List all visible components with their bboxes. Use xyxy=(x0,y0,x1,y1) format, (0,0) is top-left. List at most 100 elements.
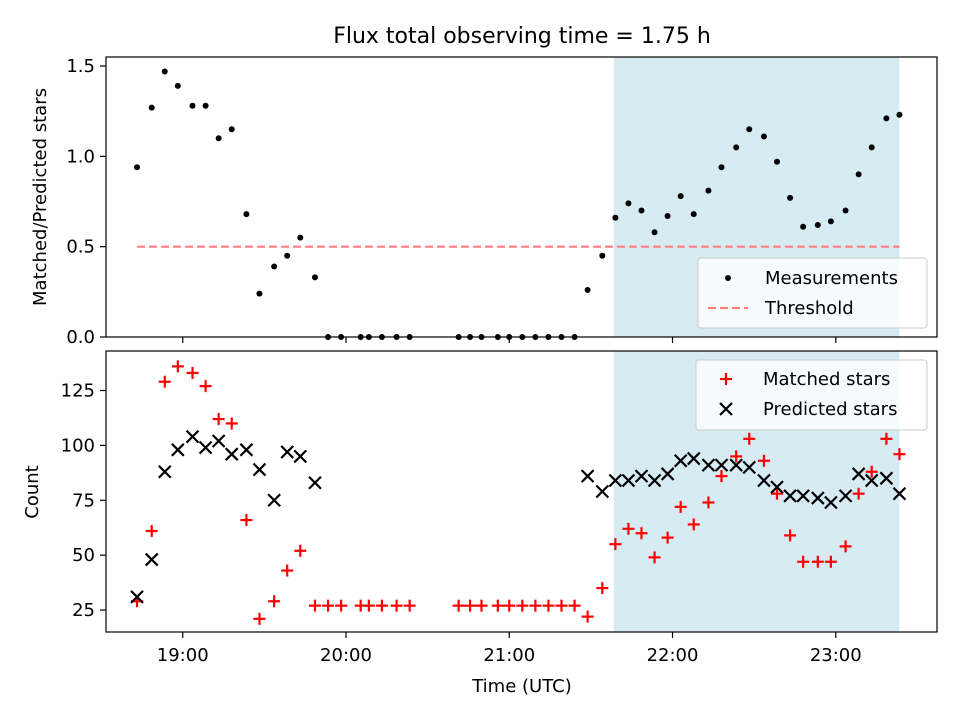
predicted-star-stroke xyxy=(824,495,838,510)
matched-star-point xyxy=(240,514,253,527)
measurement-point xyxy=(842,207,849,214)
bottom-legend-box xyxy=(695,359,928,431)
matched-star-point xyxy=(362,599,375,612)
bottom-y-tick-label: 50 xyxy=(72,545,95,566)
bottom-legend: Matched stars Predicted stars xyxy=(695,359,928,431)
predicted-star-point xyxy=(892,486,907,501)
matched-star-point xyxy=(596,582,609,595)
measurement-point xyxy=(161,68,168,75)
predicted-star-stroke xyxy=(673,453,688,468)
top-legend-box xyxy=(697,257,928,329)
matched-star-point xyxy=(186,366,199,379)
predicted-star-point xyxy=(714,458,729,472)
measurement-point xyxy=(284,252,291,259)
matched-star-point xyxy=(268,595,281,608)
matched-star-point xyxy=(824,555,837,568)
predicted-star-point xyxy=(783,489,797,503)
predicted-star-stroke xyxy=(157,464,172,479)
top-y-tick-label: 1.0 xyxy=(66,146,95,167)
measurements-legend-marker xyxy=(725,275,731,281)
matched-star-point xyxy=(322,599,335,612)
matched-star-point xyxy=(811,555,824,568)
measurement-point xyxy=(202,102,209,109)
predicted-star-stroke xyxy=(770,480,784,494)
predicted-star-stroke xyxy=(701,458,716,472)
predicted-star-stroke xyxy=(185,429,200,444)
matched-star-point xyxy=(865,465,878,478)
measurement-point xyxy=(189,102,196,109)
measurement-point xyxy=(584,287,591,294)
predicted-star-stroke xyxy=(293,449,308,464)
measurement-point xyxy=(271,263,278,270)
matched-star-point xyxy=(199,380,212,393)
predicted-star-stroke xyxy=(171,443,185,457)
predicted-star-point xyxy=(757,473,771,488)
measurement-point xyxy=(599,252,606,259)
measurement-point xyxy=(733,144,740,151)
predicted-star-stroke xyxy=(796,489,810,503)
predicted-star-stroke xyxy=(879,471,894,486)
predicted-star-point xyxy=(811,491,825,505)
matched-star-point xyxy=(475,599,488,612)
measurement-point xyxy=(243,211,250,218)
top-y-tick-label: 0.5 xyxy=(66,237,95,258)
measurement-point xyxy=(690,211,697,218)
measurement-point xyxy=(256,290,263,297)
matched-star-point xyxy=(609,538,622,551)
matched-star-point xyxy=(503,599,516,612)
matched-star-point xyxy=(674,500,687,513)
measurement-point xyxy=(705,187,712,194)
predicted-star-point xyxy=(851,467,866,481)
measurement-point xyxy=(855,171,862,178)
predicted-stars-legend-label: Predicted stars xyxy=(763,399,897,420)
measurement-point xyxy=(814,222,821,228)
predicted-star-point xyxy=(308,475,322,490)
matched-star-point xyxy=(797,555,810,568)
threshold-legend-label: Threshold xyxy=(764,298,854,319)
predicted-star-point xyxy=(729,458,743,472)
predicted-star-point xyxy=(239,443,254,457)
predicted-star-point xyxy=(130,590,144,604)
bottom-y-tick-label: 100 xyxy=(61,435,95,456)
predicted-star-stroke xyxy=(595,484,610,499)
matched-star-point xyxy=(375,599,388,612)
predicted-star-point xyxy=(879,471,894,486)
predicted-star-stroke xyxy=(308,475,322,490)
top-y-tick-label: 1.5 xyxy=(66,56,95,77)
measurement-point xyxy=(896,111,903,118)
predicted-star-stroke xyxy=(729,458,743,472)
bottom-axes-frame xyxy=(105,350,938,633)
matched-star-point xyxy=(212,413,225,426)
predicted-star-point xyxy=(252,462,267,477)
matched-star-point xyxy=(661,531,674,544)
predicted-star-point xyxy=(185,429,200,444)
x-tick-label: 19:00 xyxy=(157,645,209,666)
x-tick-label: 23:00 xyxy=(810,645,862,666)
matched-star-point xyxy=(225,417,238,430)
top-y-axis-label: Matched/Predicted stars xyxy=(30,88,51,306)
predicted-star-stroke xyxy=(280,445,294,459)
matched-star-point xyxy=(491,599,504,612)
measurement-point xyxy=(148,104,155,111)
predicted-star-point xyxy=(660,467,675,481)
predicted-star-stroke xyxy=(130,590,144,604)
x-tick-label: 21:00 xyxy=(483,645,535,666)
matched-stars-points xyxy=(131,360,906,625)
predicted-star-point xyxy=(647,473,662,488)
measurement-point xyxy=(625,200,632,207)
matched-star-point xyxy=(555,599,568,612)
matched-star-point xyxy=(743,432,756,445)
matched-star-point xyxy=(403,599,416,612)
predicted-star-point xyxy=(280,445,294,459)
matched-star-point xyxy=(635,527,648,540)
measurement-point xyxy=(774,158,781,165)
predicted-star-stroke xyxy=(714,458,729,472)
bottom-y-tick-label: 125 xyxy=(61,381,95,402)
predicted-star-stroke xyxy=(686,451,701,466)
top-y-ticks: 0.0 0.5 1.0 1.5 xyxy=(66,56,106,348)
matched-star-point xyxy=(622,522,635,535)
matched-star-point xyxy=(880,432,893,445)
matched-star-point xyxy=(542,599,555,612)
predicted-star-stroke xyxy=(892,486,907,501)
predicted-star-point xyxy=(608,473,623,488)
